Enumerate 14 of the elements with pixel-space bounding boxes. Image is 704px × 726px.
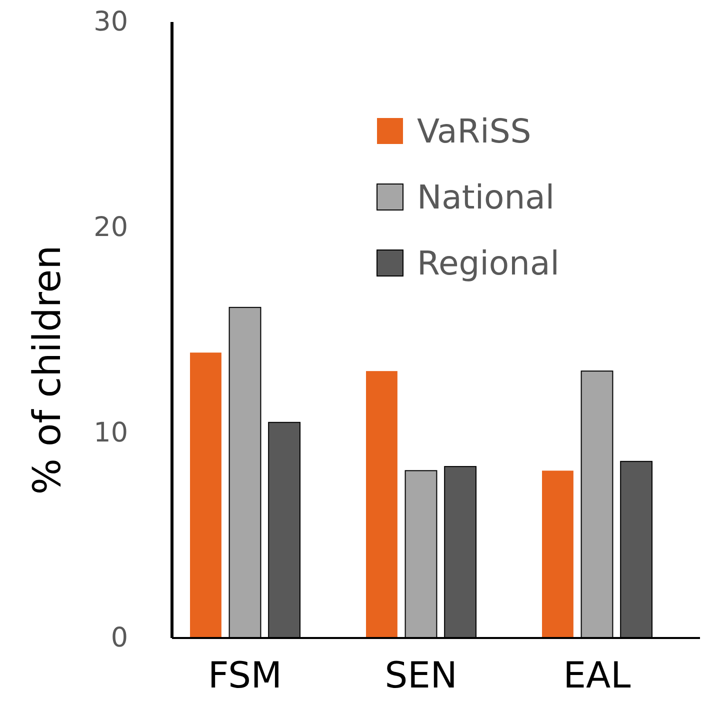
x-tick-label: EAL bbox=[563, 656, 631, 697]
x-tick-label: FSM bbox=[208, 656, 282, 697]
legend-label: VaRiSS bbox=[417, 112, 532, 151]
bar bbox=[366, 371, 398, 638]
bar bbox=[190, 352, 222, 638]
y-tick-label: 0 bbox=[110, 622, 128, 654]
x-tick-label: SEN bbox=[384, 656, 458, 697]
y-axis-title: % of children bbox=[25, 245, 69, 495]
legend-label: Regional bbox=[417, 244, 560, 283]
bar bbox=[542, 470, 574, 638]
y-tick-label: 10 bbox=[94, 417, 128, 448]
y-tick-label: 30 bbox=[94, 6, 128, 38]
y-tick-label: 20 bbox=[94, 212, 128, 243]
legend-label: National bbox=[417, 178, 555, 217]
